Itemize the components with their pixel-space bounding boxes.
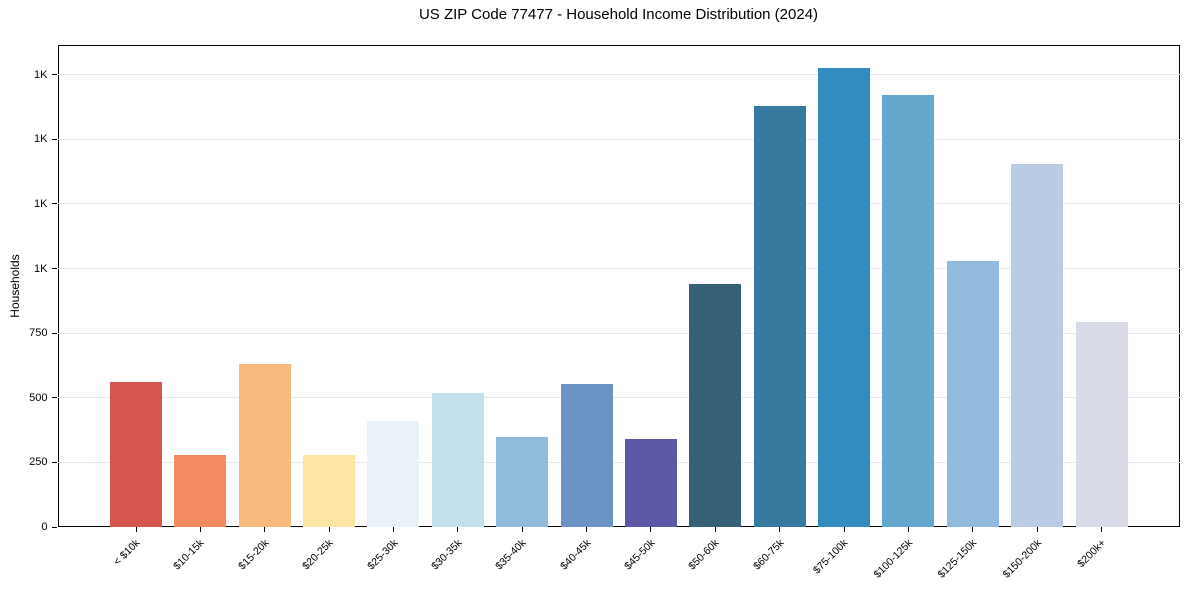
x-tick-label-text: $125-150k <box>935 537 980 581</box>
bar <box>689 284 742 527</box>
bar <box>946 260 999 527</box>
gridline <box>57 74 1180 76</box>
x-tick-mark <box>1101 527 1102 532</box>
x-tick-label-text: < $10k <box>111 537 143 568</box>
x-tick-mark <box>972 527 974 532</box>
x-tick-mark <box>1036 527 1038 532</box>
y-tick-mark <box>52 268 57 270</box>
y-tick-mark <box>52 332 57 334</box>
x-tick-label-text: $20-25k <box>300 537 336 573</box>
x-tick-mark <box>457 527 459 532</box>
bar <box>496 436 549 527</box>
bar <box>367 421 420 527</box>
bar <box>1011 163 1064 527</box>
x-tick-label-text: $40-45k <box>557 537 594 573</box>
x-tick-label-text: $150-200k <box>1000 537 1044 581</box>
plot-area: 0 250 500 750 1K 1K 1K 1K < $10k $10-15k $15-20k $2… <box>29 45 1180 581</box>
bar <box>1075 321 1128 527</box>
x-tick-label-text: $100-125k <box>871 537 915 581</box>
y-tick-mark <box>52 138 57 140</box>
x-tick-label-text: $15-20k <box>235 537 272 573</box>
y-tick-label: 500 <box>29 391 48 404</box>
y-tick-label: 250 <box>29 456 48 469</box>
x-tick-label-text: $10-15k <box>171 537 207 573</box>
bar <box>818 68 871 527</box>
y-tick-mark <box>52 526 57 528</box>
x-tick-mark <box>907 527 909 532</box>
y-tick-mark <box>52 74 57 76</box>
bar <box>303 454 356 527</box>
chart-title: US ZIP Code 77477 - Household Income Dis… <box>418 6 819 23</box>
y-tick-mark <box>52 461 57 463</box>
x-tick-label-text: $35-40k <box>493 537 529 573</box>
gridline <box>57 203 1180 205</box>
y-tick-mark <box>52 203 57 205</box>
x-tick-mark <box>135 527 137 532</box>
x-tick-label-text: $30-35k <box>428 537 465 573</box>
bar <box>238 364 291 527</box>
x-tick-label-text: $45-50k <box>622 537 658 573</box>
bar <box>174 454 227 527</box>
y-tick-label: 1K <box>34 68 48 81</box>
x-tick-mark <box>328 527 330 532</box>
gridline <box>57 332 1180 334</box>
x-tick-mark <box>392 527 394 532</box>
x-tick-label-text: $25-30k <box>364 537 400 573</box>
x-tick-label-text: $50-60k <box>686 537 722 573</box>
x-tick-mark <box>779 527 781 532</box>
bar <box>110 382 162 527</box>
bar <box>624 439 677 527</box>
bar <box>560 383 613 527</box>
x-tick-mark <box>586 527 588 532</box>
y-tick-label: 750 <box>29 327 48 340</box>
x-tick-mark <box>714 527 716 532</box>
x-tick-label-text: $75-100k <box>811 537 851 577</box>
x-tick-mark <box>199 527 201 532</box>
gridline <box>57 461 1180 463</box>
x-tick-mark <box>843 527 845 532</box>
gridline <box>57 397 1180 399</box>
x-tick-mark <box>521 527 523 532</box>
gridline <box>57 138 1180 140</box>
y-tick-label: 1K <box>34 262 48 275</box>
y-tick-label: 1K <box>34 197 48 210</box>
x-tick-mark <box>264 527 266 532</box>
x-tick-label-text: $200k+ <box>1074 537 1108 571</box>
x-tick-mark <box>650 527 652 532</box>
x-tick-label-text: $60-75k <box>750 537 787 573</box>
bar <box>431 392 484 527</box>
bar <box>753 105 806 527</box>
gridline <box>57 268 1180 270</box>
bar <box>882 95 935 527</box>
y-tick-mark <box>52 397 57 399</box>
y-tick-label: 1K <box>34 133 48 146</box>
y-tick-label: 0 <box>41 521 48 533</box>
